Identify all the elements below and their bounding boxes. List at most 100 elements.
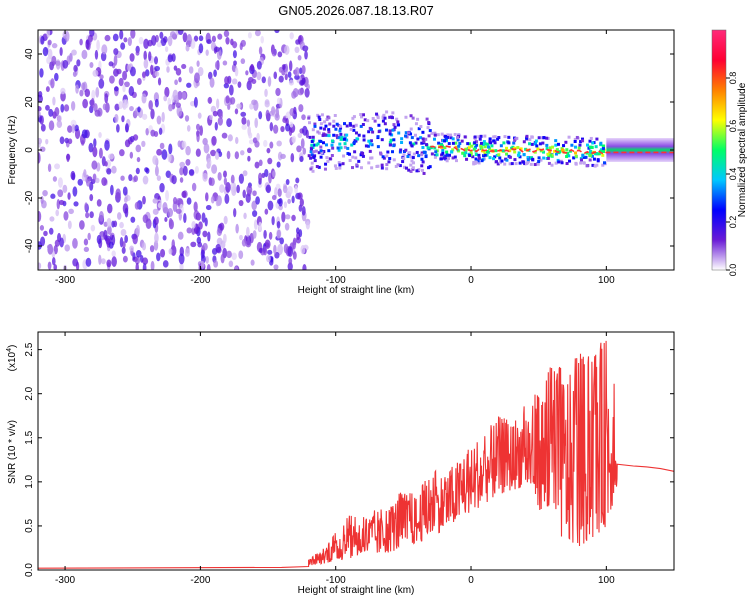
- x-tick-label: -200: [190, 275, 210, 286]
- heatmap-cell: [508, 155, 512, 159]
- heatmap-cell: [83, 246, 90, 253]
- heatmap-cell: [343, 145, 347, 149]
- heatmap-cell: [162, 201, 168, 213]
- heatmap-cell: [343, 142, 347, 146]
- heatmap-cell: [96, 199, 102, 207]
- heatmap-cell: [477, 135, 481, 139]
- heatmap-cell: [446, 135, 450, 139]
- heatmap-cell: [389, 138, 393, 142]
- heatmap-cell: [132, 234, 138, 245]
- heatmap-cell: [119, 221, 124, 229]
- heatmap-cell: [213, 69, 217, 77]
- heatmap-cell: [530, 142, 534, 146]
- heatmap-cell: [539, 158, 543, 162]
- heatmap-cell: [285, 178, 290, 186]
- heatmap-cell: [309, 167, 313, 171]
- heatmap-cell: [309, 156, 313, 160]
- heatmap-cell: [493, 155, 497, 159]
- heatmap-cell: [541, 141, 545, 145]
- heatmap-cell: [441, 151, 445, 155]
- heatmap-cell: [290, 152, 295, 163]
- heatmap-cell: [464, 148, 468, 152]
- heatmap-cell: [590, 154, 594, 158]
- heatmap-cell: [129, 105, 134, 112]
- heatmap-cell: [582, 155, 586, 159]
- heatmap-cell: [121, 115, 125, 123]
- heatmap-cell: [117, 212, 122, 220]
- heatmap-cell: [71, 49, 77, 56]
- heatmap-cell: [277, 244, 284, 255]
- heatmap-cell: [276, 220, 281, 229]
- heatmap-cell: [135, 262, 139, 270]
- heatmap-cell: [273, 264, 279, 270]
- heatmap-cell: [293, 106, 297, 115]
- heatmap-cell: [307, 116, 311, 120]
- heatmap-cell: [156, 175, 161, 182]
- heatmap-cell: [407, 168, 411, 172]
- heatmap-cell: [121, 246, 126, 254]
- heatmap-cell: [411, 161, 415, 165]
- heatmap-cell: [178, 76, 182, 83]
- heatmap-cell: [302, 45, 309, 52]
- heatmap-cell: [430, 131, 434, 135]
- heatmap-cell: [310, 143, 314, 147]
- heatmap-cell: [101, 177, 108, 186]
- heatmap-cell: [128, 174, 133, 182]
- heatmap-cell: [371, 130, 375, 134]
- heatmap-cell: [311, 169, 315, 173]
- colorbar-ticks: 0.0 0.2 0.4 0.6 0.8: [726, 72, 738, 277]
- heatmap-cell: [400, 137, 404, 141]
- colorbar-tick-label: 0.0: [728, 264, 738, 277]
- heatmap-cell: [82, 98, 88, 109]
- heatmap-cell: [87, 232, 91, 241]
- heatmap-cell: [421, 130, 425, 134]
- heatmap-cell: [113, 86, 119, 92]
- heatmap-cell: [327, 134, 331, 138]
- heatmap-cell: [312, 150, 316, 154]
- heatmap-cell: [590, 145, 594, 149]
- heatmap-cell: [198, 35, 204, 42]
- heatmap-cell: [72, 71, 77, 78]
- heatmap-cell: [423, 150, 427, 154]
- heatmap-cell: [251, 200, 257, 211]
- heatmap-cell: [287, 246, 293, 258]
- heatmap-cell: [62, 59, 69, 69]
- heatmap-cell: [106, 217, 112, 228]
- heatmap-cell: [188, 66, 194, 74]
- heatmap-cell: [601, 153, 605, 157]
- heatmap-cell: [420, 157, 424, 161]
- heatmap-cell: [280, 126, 285, 133]
- heatmap-cell: [130, 216, 136, 223]
- heatmap-cell: [98, 147, 103, 159]
- heatmap-cell: [70, 100, 76, 111]
- heatmap-cell: [179, 166, 184, 176]
- heatmap-cell: [211, 35, 217, 43]
- heatmap-cell: [443, 146, 447, 150]
- colorbar-label: Normalized spectral amplitude: [737, 82, 748, 217]
- heatmap-cell: [225, 182, 231, 193]
- heatmap-cell: [409, 114, 413, 118]
- heatmap-cell: [240, 111, 247, 117]
- heatmap-cell: [273, 71, 278, 80]
- heatmap-cell: [304, 50, 308, 60]
- heatmap-cell: [502, 141, 506, 145]
- heatmap-cell: [207, 71, 213, 80]
- heatmap-cell: [321, 133, 325, 137]
- heatmap-cell: [448, 153, 452, 157]
- heatmap-cell: [404, 148, 408, 152]
- heatmap-cell: [267, 200, 274, 211]
- heatmap-cell: [350, 143, 354, 147]
- heatmap-cell: [444, 139, 448, 143]
- heatmap-cell: [38, 211, 42, 222]
- heatmap-cell: [213, 46, 220, 53]
- heatmap-cell: [361, 154, 365, 158]
- heatmap-cell: [295, 39, 300, 45]
- heatmap-cell: [479, 144, 483, 148]
- heatmap-cell: [404, 134, 408, 138]
- heatmap-cell: [186, 227, 192, 234]
- heatmap-cell: [85, 212, 90, 219]
- heatmap-cell: [337, 136, 341, 140]
- heatmap-cell: [330, 143, 334, 147]
- heatmap-cell: [191, 220, 196, 229]
- heatmap-cell: [302, 147, 307, 155]
